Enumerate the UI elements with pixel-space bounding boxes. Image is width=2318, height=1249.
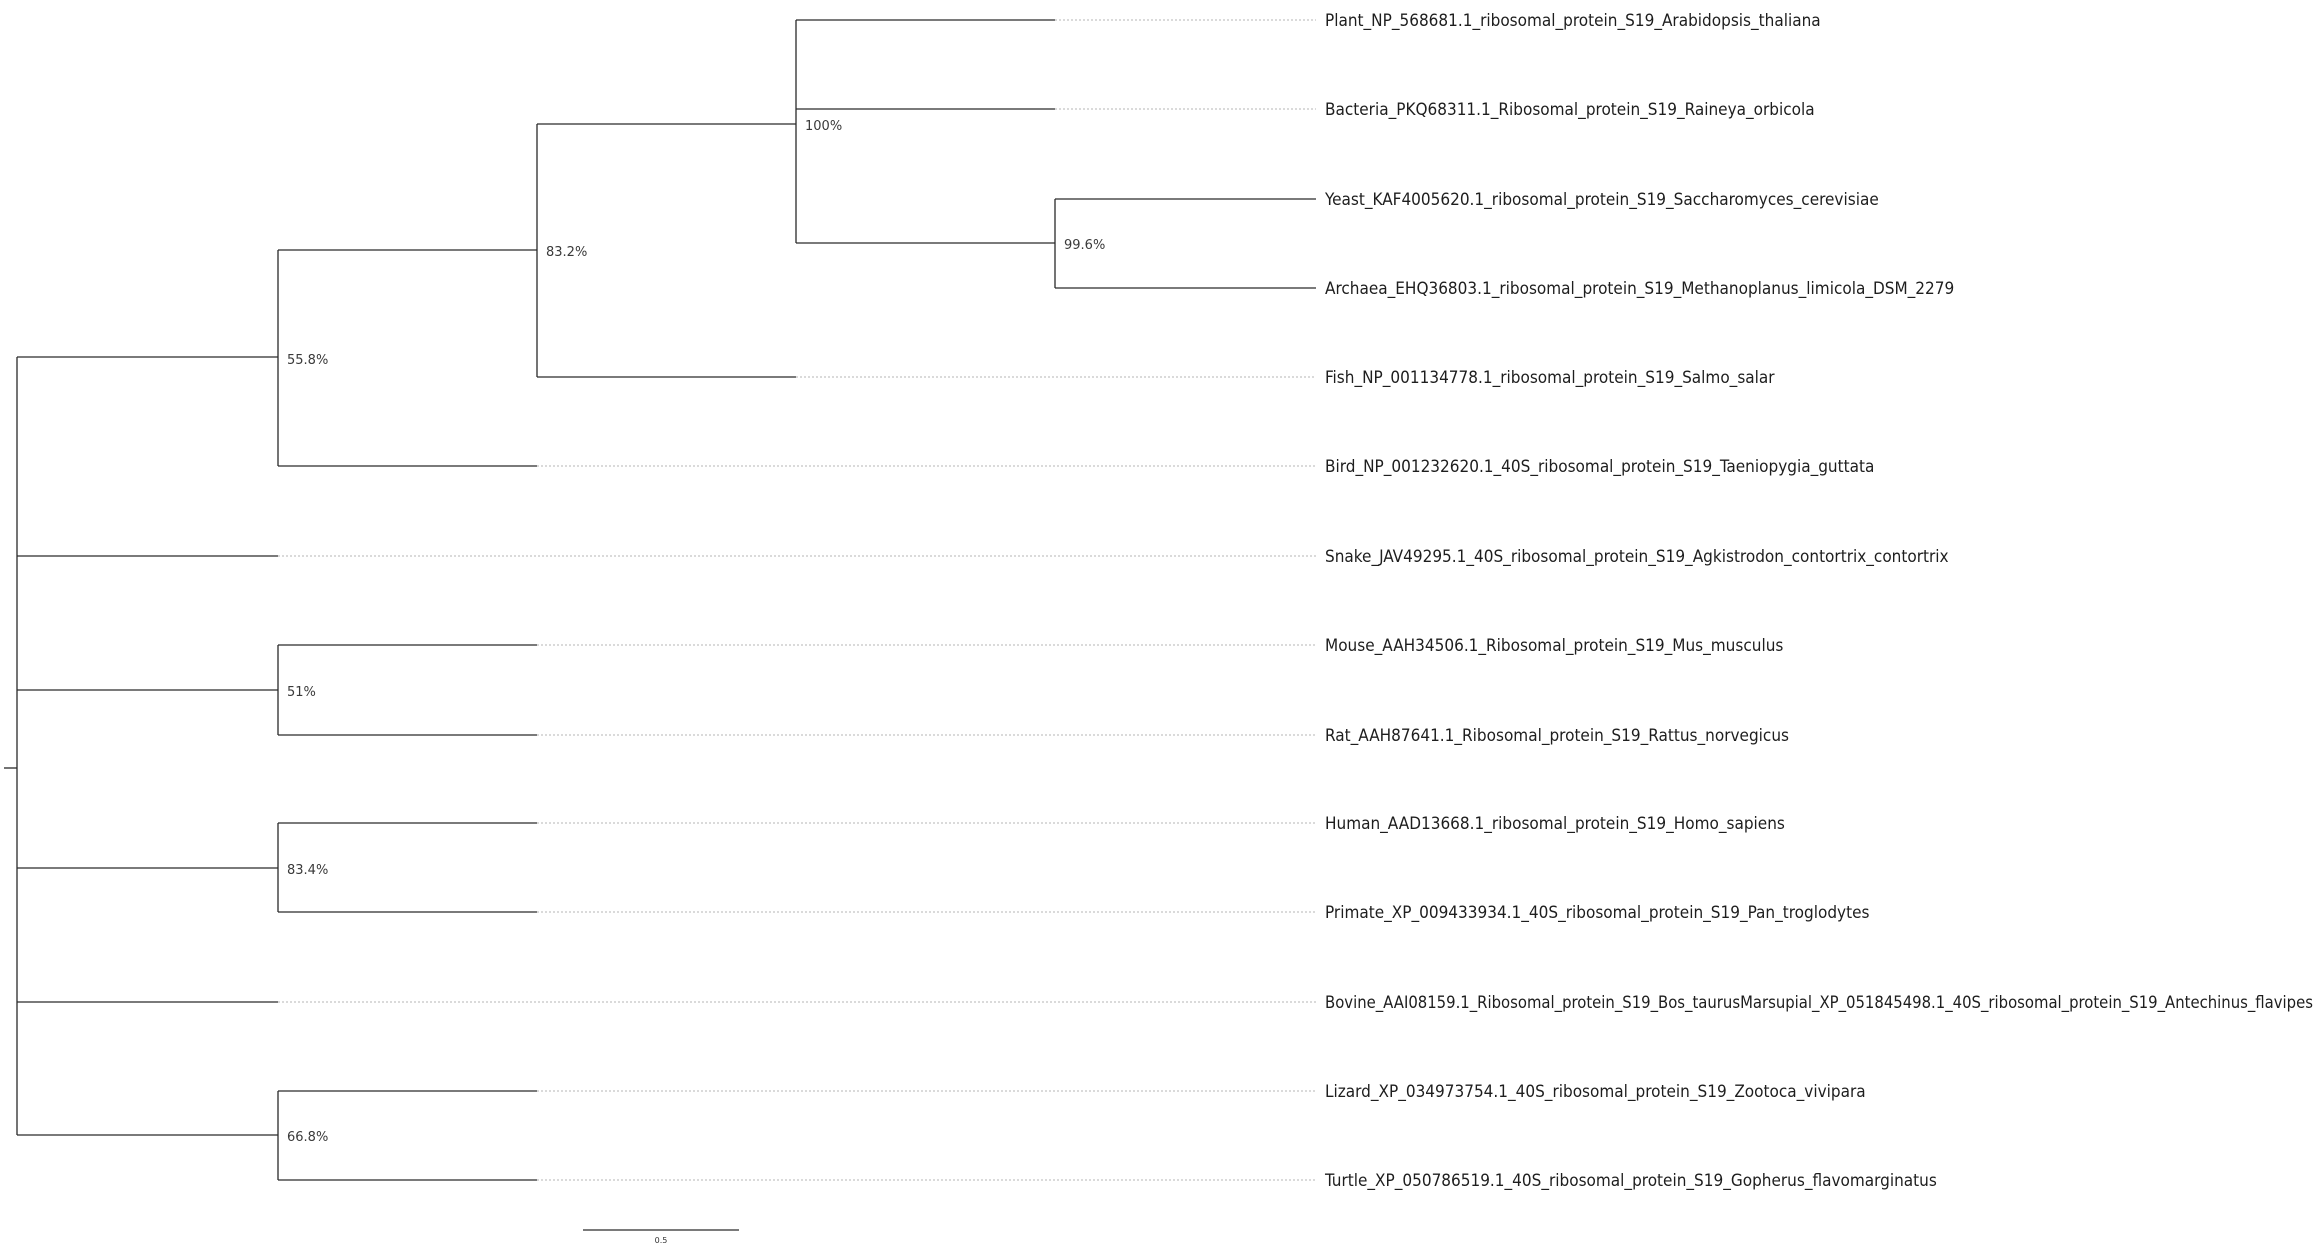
leaf-label-plant: Plant_NP_568681.1_ribosomal_protein_S19_… bbox=[1325, 11, 1821, 31]
leaf-label-bovine-marsupial: Bovine_AAI08159.1_Ribosomal_protein_S19_… bbox=[1325, 993, 2313, 1013]
leaf-label-fish: Fish_NP_001134778.1_ribosomal_protein_S1… bbox=[1325, 368, 1775, 388]
support-value: 99.6% bbox=[1064, 238, 1105, 253]
leaf-label-archaea: Archaea_EHQ36803.1_ribosomal_protein_S19… bbox=[1325, 279, 1954, 299]
leaf-label-yeast: Yeast_KAF4005620.1_ribosomal_protein_S19… bbox=[1324, 190, 1879, 210]
leaf-label-primate: Primate_XP_009433934.1_40S_ribosomal_pro… bbox=[1325, 903, 1870, 923]
leaf-label-rat: Rat_AAH87641.1_Ribosomal_protein_S19_Rat… bbox=[1325, 726, 1789, 746]
leaf-label-human: Human_AAD13668.1_ribosomal_protein_S19_H… bbox=[1325, 814, 1785, 834]
support-value: 55.8% bbox=[287, 353, 328, 368]
scale-bar-label: 0.5 bbox=[655, 1236, 668, 1245]
leaf-label-lizard: Lizard_XP_034973754.1_40S_ribosomal_prot… bbox=[1325, 1082, 1866, 1102]
support-value: 51% bbox=[287, 685, 316, 700]
leaf-label-turtle: Turtle_XP_050786519.1_40S_ribosomal_prot… bbox=[1324, 1171, 1937, 1191]
leaf-label-snake: Snake_JAV49295.1_40S_ribosomal_protein_S… bbox=[1325, 547, 1949, 567]
leaf-label-bird: Bird_NP_001232620.1_40S_ribosomal_protei… bbox=[1325, 457, 1874, 477]
support-value: 100% bbox=[805, 119, 842, 134]
support-value: 66.8% bbox=[287, 1130, 328, 1145]
leaf-label-bacteria: Bacteria_PKQ68311.1_Ribosomal_protein_S1… bbox=[1325, 100, 1815, 120]
leaf-label-mouse: Mouse_AAH34506.1_Ribosomal_protein_S19_M… bbox=[1325, 636, 1783, 656]
support-value: 83.2% bbox=[546, 245, 587, 260]
support-value: 83.4% bbox=[287, 863, 328, 878]
